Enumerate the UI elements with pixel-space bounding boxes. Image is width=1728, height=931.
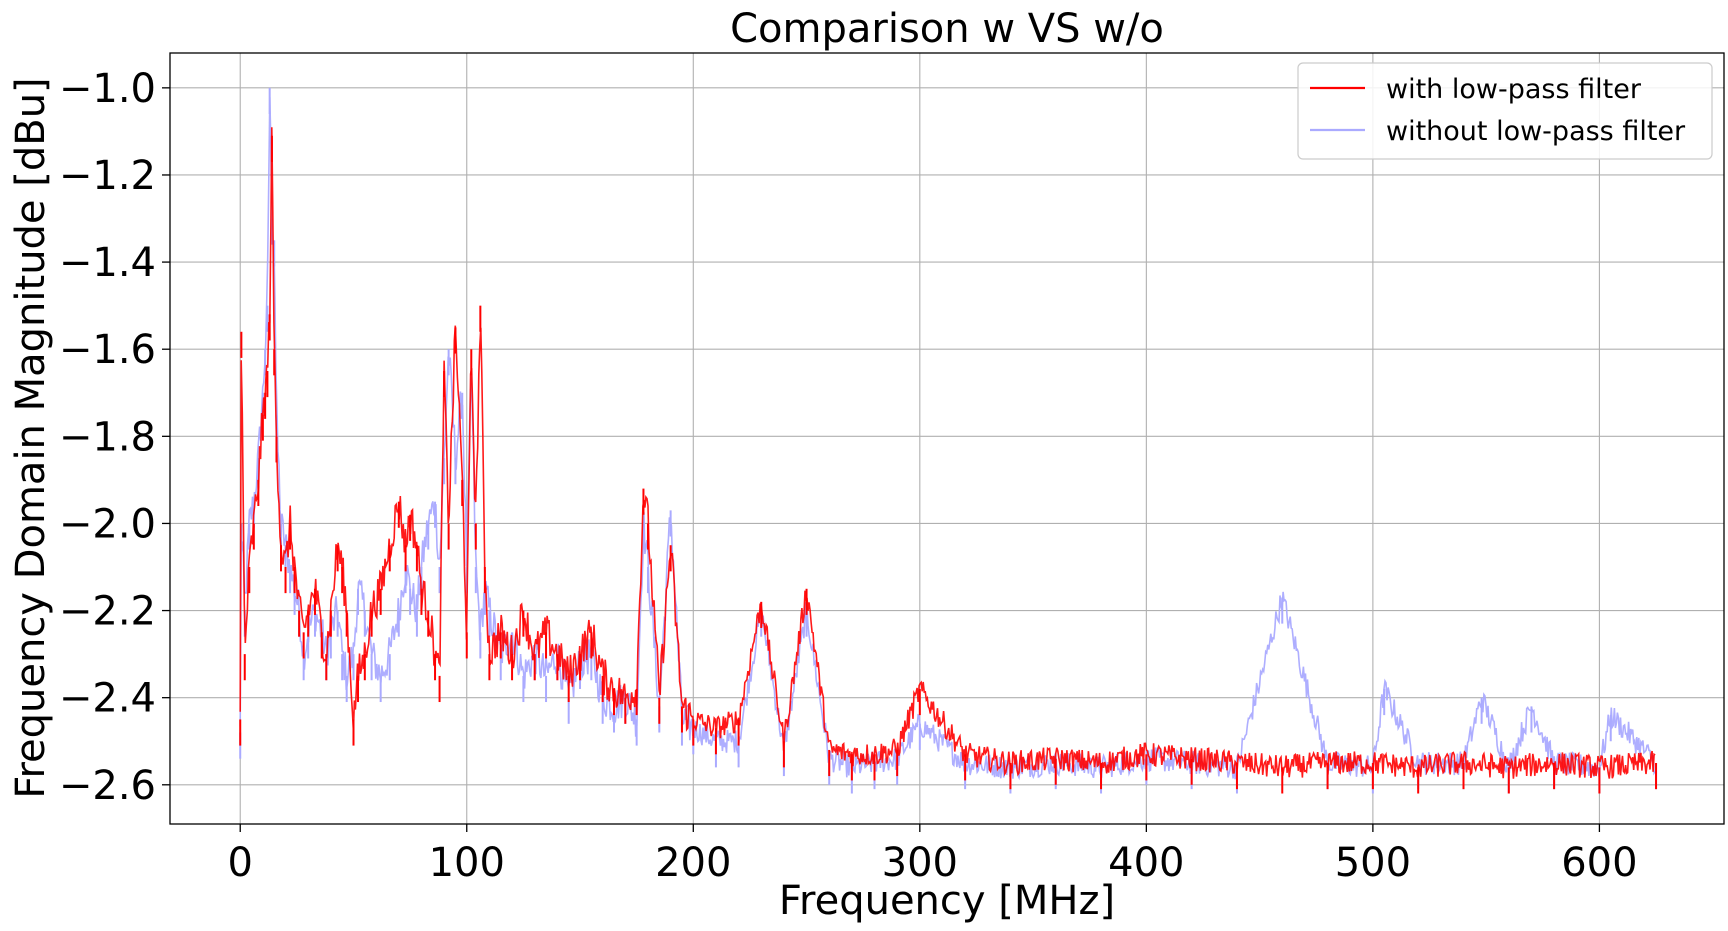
- y-tick-label: −2.2: [59, 589, 156, 635]
- y-tick-label: −1.6: [59, 327, 156, 373]
- series-layer: [239, 87, 1658, 794]
- axis-ticks: 0 100 200 300 400 500 600 −2.6 −2.4 −2.2 −2.0 −1.8 −…: [59, 66, 1638, 886]
- x-tick-label: 600: [1561, 840, 1637, 886]
- series-line: [239, 127, 1656, 779]
- y-tick-label: −1.0: [59, 66, 156, 112]
- y-tick-label: −1.8: [59, 414, 156, 460]
- y-axis-title: Frequency Domain Magnitude [dBu]: [8, 77, 54, 798]
- series-line: [239, 97, 1656, 781]
- legend-label-with: with low-pass filter: [1386, 74, 1642, 105]
- y-tick-label: −1.4: [59, 240, 156, 286]
- series-with-filter: [239, 127, 1658, 794]
- chart-title: Comparison w VS w/o: [730, 6, 1164, 52]
- plot-frame: [169, 52, 1725, 825]
- gridlines: [170, 53, 1724, 824]
- y-tick-label: −2.0: [59, 501, 156, 547]
- y-tick-label: −2.4: [59, 676, 156, 722]
- x-tick-label: 500: [1335, 840, 1411, 886]
- y-tick-label: −1.2: [59, 153, 156, 199]
- x-tick-label: 100: [429, 840, 505, 886]
- legend-label-without: without low-pass filter: [1386, 116, 1686, 147]
- x-axis-title: Frequency [MHz]: [779, 878, 1115, 924]
- x-tick-label: 300: [882, 840, 958, 886]
- legend: with low-pass filter without low-pass fi…: [1297, 62, 1713, 160]
- x-tick-label: 400: [1108, 840, 1184, 886]
- legend-box: [1297, 62, 1713, 160]
- x-tick-label: 200: [655, 840, 731, 886]
- y-tick-label: −2.6: [59, 763, 156, 809]
- x-tick-label: 0: [227, 840, 252, 886]
